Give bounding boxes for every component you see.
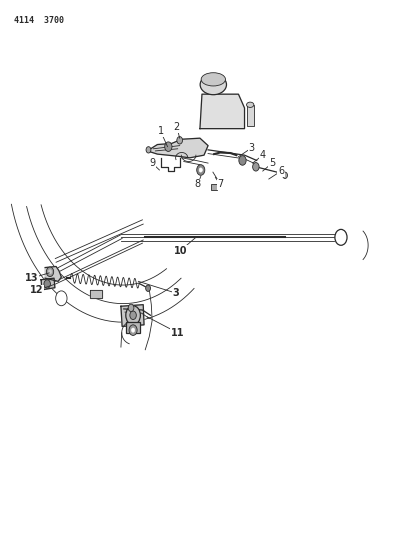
Text: 2: 2 <box>174 122 180 132</box>
Text: 3: 3 <box>172 288 179 298</box>
Circle shape <box>47 267 54 277</box>
Circle shape <box>165 142 172 151</box>
Text: 6: 6 <box>278 166 284 176</box>
Ellipse shape <box>200 75 226 95</box>
Circle shape <box>199 168 202 172</box>
Circle shape <box>55 291 67 306</box>
Circle shape <box>49 270 52 274</box>
Circle shape <box>335 229 347 245</box>
Polygon shape <box>147 138 208 158</box>
Circle shape <box>197 165 205 175</box>
Text: 4114  3700: 4114 3700 <box>13 15 64 25</box>
Polygon shape <box>45 266 61 281</box>
Text: 3: 3 <box>249 143 255 153</box>
Polygon shape <box>90 290 102 298</box>
Text: 8: 8 <box>195 179 201 189</box>
Circle shape <box>128 304 134 312</box>
Circle shape <box>283 172 288 179</box>
Circle shape <box>130 311 136 319</box>
Ellipse shape <box>246 102 254 108</box>
Text: 1: 1 <box>157 126 164 136</box>
Circle shape <box>129 325 137 335</box>
Text: 11: 11 <box>171 328 184 338</box>
Bar <box>246 105 254 126</box>
Polygon shape <box>200 94 244 128</box>
Circle shape <box>253 163 259 171</box>
Text: 12: 12 <box>30 285 44 295</box>
Text: 5: 5 <box>269 158 275 168</box>
Circle shape <box>126 306 140 325</box>
Text: 10: 10 <box>174 246 187 256</box>
Text: 13: 13 <box>25 273 38 283</box>
Bar <box>211 184 217 190</box>
Circle shape <box>146 285 151 292</box>
Ellipse shape <box>201 72 226 86</box>
Circle shape <box>177 136 182 144</box>
Circle shape <box>239 156 246 165</box>
Polygon shape <box>121 305 144 326</box>
Text: 9: 9 <box>149 158 155 168</box>
Bar <box>126 322 140 333</box>
Text: 7: 7 <box>217 179 223 189</box>
Polygon shape <box>41 278 55 290</box>
Text: 4: 4 <box>260 150 266 160</box>
Circle shape <box>44 280 51 288</box>
Circle shape <box>131 328 135 332</box>
Circle shape <box>146 147 151 153</box>
